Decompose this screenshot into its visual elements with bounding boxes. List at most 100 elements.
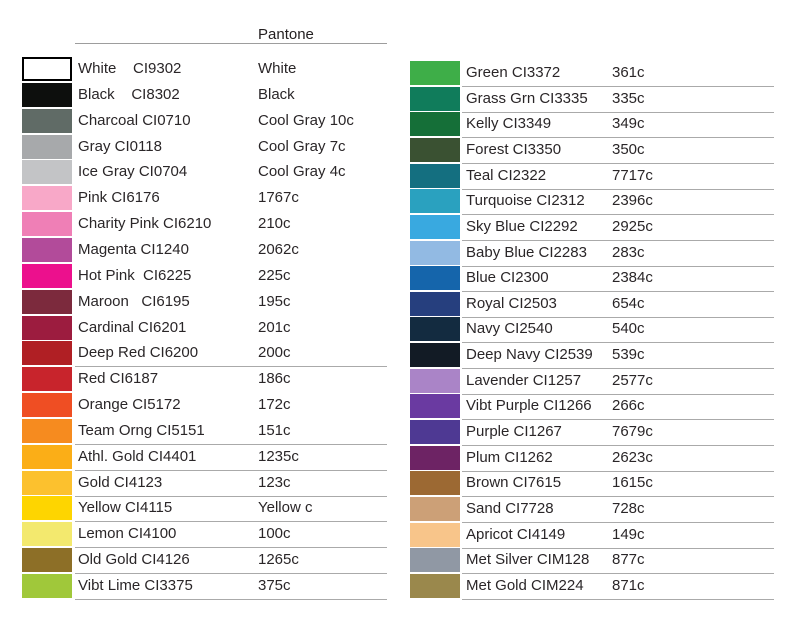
color-swatch — [410, 420, 460, 444]
color-name-code: Navy CI2540 — [466, 320, 553, 337]
color-name-code: Athl. Gold CI4401 — [78, 448, 197, 465]
pantone-value: Cool Gray 10c — [258, 112, 354, 129]
color-row: Athl. Gold CI4401 1235c — [22, 445, 390, 471]
color-swatch — [22, 471, 72, 495]
color-swatch — [410, 574, 460, 598]
pantone-value: 149c — [612, 526, 645, 543]
color-swatch — [22, 186, 72, 210]
pantone-value: 172c — [258, 396, 291, 413]
color-name-code: Orange CI5172 — [78, 396, 181, 413]
color-row: White CI9302 White — [22, 57, 390, 83]
color-row: Cardinal CI6201 201c — [22, 316, 390, 342]
color-name-code: Cardinal CI6201 — [78, 319, 187, 336]
color-swatch — [410, 215, 460, 239]
color-name-code: Pink CI6176 — [78, 189, 160, 206]
color-name-code: Old Gold CI4126 — [78, 551, 190, 568]
color-swatch — [22, 212, 72, 236]
color-swatch — [22, 419, 72, 443]
color-name-code: Teal CI2322 — [466, 167, 547, 184]
color-swatch — [410, 61, 460, 85]
color-row: Vibt Lime CI3375 375c — [22, 574, 390, 600]
row-divider — [462, 86, 774, 87]
color-swatch — [22, 109, 72, 133]
row-divider — [75, 521, 387, 522]
color-name-code: Vibt Purple CI1266 — [466, 397, 592, 414]
left-color-table: Pantone White CI9302 White Black CI8302 … — [22, 0, 390, 618]
pantone-value: 210c — [258, 215, 291, 232]
pantone-value: 728c — [612, 500, 645, 517]
color-row: Orange CI5172 172c — [22, 393, 390, 419]
color-row: Lavender CI1257 2577c — [410, 369, 778, 395]
color-row: Teal CI2322 7717c — [410, 164, 778, 190]
color-name-code: Charity Pink CI6210 — [78, 215, 212, 232]
pantone-value: 1615c — [612, 474, 653, 491]
color-name-code: White CI9302 — [78, 60, 182, 77]
color-row: Met Silver CIM128 877c — [410, 548, 778, 574]
pantone-value: 2925c — [612, 218, 653, 235]
header-divider — [75, 43, 387, 44]
row-divider — [75, 470, 387, 471]
pantone-value: 2062c — [258, 241, 299, 258]
color-row: Ice Gray CI0704 Cool Gray 4c — [22, 160, 390, 186]
color-row: Royal CI2503 654c — [410, 292, 778, 318]
color-swatch — [22, 367, 72, 391]
color-row: Gray CI0118 Cool Gray 7c — [22, 135, 390, 161]
pantone-value: 266c — [612, 397, 645, 414]
pantone-value: 123c — [258, 474, 291, 491]
pantone-value: 195c — [258, 293, 291, 310]
color-name-code: Maroon CI6195 — [78, 293, 190, 310]
pantone-value: 2384c — [612, 269, 653, 286]
pantone-value: 361c — [612, 64, 645, 81]
row-divider — [462, 573, 774, 574]
color-row: Charcoal CI0710 Cool Gray 10c — [22, 109, 390, 135]
color-swatch — [410, 548, 460, 572]
color-swatch — [410, 241, 460, 265]
color-swatch — [22, 496, 72, 520]
pantone-value: 539c — [612, 346, 645, 363]
row-divider — [462, 163, 774, 164]
color-row: Vibt Purple CI1266 266c — [410, 394, 778, 420]
color-name-code: Charcoal CI0710 — [78, 112, 191, 129]
pantone-value: 349c — [612, 115, 645, 132]
color-row: Pink CI6176 1767c — [22, 186, 390, 212]
color-name-code: Magenta CI1240 — [78, 241, 189, 258]
row-divider — [462, 368, 774, 369]
row-divider — [462, 137, 774, 138]
color-row: Brown CI7615 1615c — [410, 471, 778, 497]
row-divider — [75, 496, 387, 497]
color-swatch — [410, 292, 460, 316]
row-divider — [462, 394, 774, 395]
pantone-value: 2577c — [612, 372, 653, 389]
pantone-value: 200c — [258, 344, 291, 361]
color-name-code: Gray CI0118 — [78, 138, 162, 155]
color-name-code: Team Orng CI5151 — [78, 422, 205, 439]
color-row: Team Orng CI5151 151c — [22, 419, 390, 445]
color-row: Gold CI4123 123c — [22, 471, 390, 497]
color-swatch — [22, 135, 72, 159]
color-row: Maroon CI6195 195c — [22, 290, 390, 316]
row-divider — [462, 240, 774, 241]
color-swatch — [410, 164, 460, 188]
color-name-code: Sand CI7728 — [466, 500, 554, 517]
color-name-code: Purple CI1267 — [466, 423, 562, 440]
row-divider — [462, 342, 774, 343]
color-name-code: Lavender CI1257 — [466, 372, 582, 389]
color-name-code: Yellow CI4115 — [78, 499, 173, 516]
row-divider — [462, 266, 774, 267]
color-name-code: Hot Pink CI6225 — [78, 267, 192, 284]
pantone-value: 350c — [612, 141, 645, 158]
color-swatch — [410, 112, 460, 136]
row-divider — [462, 496, 774, 497]
row-divider — [462, 599, 774, 600]
pantone-value: 100c — [258, 525, 291, 542]
color-name-code: Apricot CI4149 — [466, 526, 566, 543]
color-row: Apricot CI4149 149c — [410, 523, 778, 549]
color-name-code: Grass Grn CI3335 — [466, 90, 588, 107]
color-name-code: Gold CI4123 — [78, 474, 163, 491]
pantone-value: Cool Gray 4c — [258, 163, 346, 180]
color-swatch — [410, 138, 460, 162]
color-swatch — [410, 317, 460, 341]
pantone-value: 151c — [258, 422, 291, 439]
color-swatch — [410, 471, 460, 495]
color-swatch — [410, 87, 460, 111]
